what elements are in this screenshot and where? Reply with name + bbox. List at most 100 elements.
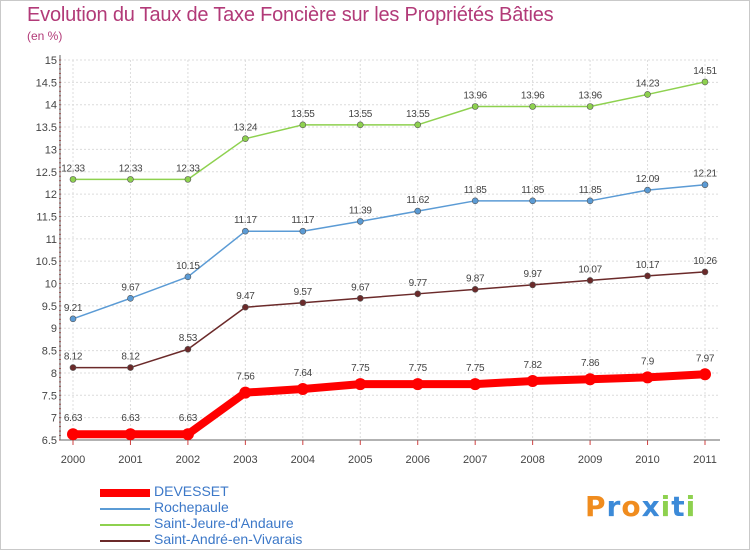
legend-swatch — [100, 540, 150, 542]
series-point — [526, 374, 539, 387]
series-point — [184, 176, 192, 183]
data-label: 10.26 — [693, 256, 717, 267]
data-label: 9.57 — [294, 287, 313, 298]
legend-swatch — [100, 524, 150, 526]
logo-letter: r — [606, 490, 622, 523]
data-label: 11.17 — [291, 215, 315, 226]
series-point — [529, 103, 536, 110]
x-tick-label: 2003 — [233, 454, 257, 466]
y-tick-label: 10.5 — [36, 256, 57, 268]
data-label: 11.39 — [349, 205, 373, 216]
logo-letter: i — [685, 490, 697, 523]
series-line-0 — [73, 370, 706, 439]
y-tick-label: 6.5 — [42, 435, 57, 447]
data-label: 12.33 — [61, 163, 85, 174]
legend-label: Saint-André-en-Vivarais — [154, 531, 303, 547]
y-tick-label: 10 — [45, 279, 57, 291]
data-label: 13.24 — [234, 123, 258, 134]
series-point — [586, 103, 594, 110]
y-tick-label: 15 — [45, 55, 57, 67]
y-tick-label: 11.5 — [36, 211, 57, 223]
logo-letter: t — [671, 490, 686, 523]
data-label: 9.47 — [236, 291, 255, 302]
data-label: 12.33 — [119, 163, 143, 174]
series-point — [184, 345, 192, 353]
data-label: 10.17 — [636, 260, 660, 271]
chart-subtitle: (en %) — [27, 29, 63, 43]
data-label: 13.96 — [578, 90, 602, 101]
series-point — [242, 303, 249, 311]
data-label: 13.55 — [349, 109, 373, 120]
series-point — [124, 428, 137, 441]
series-line-3 — [73, 271, 706, 369]
series-point — [529, 281, 536, 289]
proxiti-logo: Proxiti — [585, 490, 696, 523]
x-tick-label: 2004 — [291, 454, 315, 466]
series-point — [299, 121, 307, 129]
series-point — [644, 186, 651, 194]
data-label: 7.56 — [236, 372, 255, 383]
x-tick-label: 2000 — [61, 454, 85, 466]
data-label: 7.9 — [641, 356, 655, 367]
data-label: 8.12 — [121, 352, 140, 363]
data-label: 9.77 — [409, 278, 428, 289]
data-label: 14.51 — [693, 66, 717, 77]
series-point — [184, 273, 192, 281]
series-point — [644, 91, 651, 98]
legend-label: Rochepaule — [154, 499, 229, 515]
data-label: 7.82 — [524, 360, 543, 371]
data-label: 11.17 — [234, 215, 258, 226]
data-label: 11.85 — [579, 185, 603, 196]
logo-letter: P — [585, 490, 607, 523]
series-point — [411, 378, 424, 391]
series-point — [299, 227, 307, 235]
data-label: 10.07 — [578, 264, 602, 275]
series-point — [529, 197, 536, 205]
data-label: 13.55 — [291, 109, 315, 120]
y-tick-label: 13 — [45, 144, 57, 156]
y-tick-label: 12 — [45, 189, 57, 201]
series-point — [67, 428, 79, 441]
series-point — [471, 286, 479, 293]
series-point — [471, 197, 479, 205]
x-tick-label: 2006 — [405, 454, 429, 466]
y-tick-label: 11 — [46, 234, 57, 246]
data-label: 13.96 — [463, 90, 487, 101]
x-tick-label: 2010 — [635, 454, 659, 466]
series-point — [69, 315, 77, 323]
data-label: 11.85 — [464, 185, 488, 196]
data-label: 7.75 — [351, 363, 370, 374]
x-tick-label: 2001 — [118, 454, 142, 466]
x-tick-label: 2002 — [176, 454, 200, 466]
data-label: 9.97 — [524, 269, 543, 280]
series-point — [127, 294, 134, 302]
series-point — [356, 218, 364, 225]
data-label: 9.67 — [351, 282, 370, 293]
series-point — [69, 364, 77, 371]
series-point — [644, 272, 651, 280]
data-label: 9.87 — [466, 273, 485, 284]
x-tick-label: 2011 — [693, 454, 717, 466]
y-tick-label: 14.5 — [36, 77, 57, 89]
series-point — [701, 268, 709, 276]
series-point — [242, 227, 249, 235]
x-tick-label: 2007 — [463, 454, 487, 466]
y-tick-label: 8.5 — [42, 346, 57, 358]
y-tick-label: 13.5 — [36, 122, 57, 134]
series-point — [242, 135, 249, 142]
series-point — [239, 386, 252, 399]
data-label: 6.63 — [64, 413, 83, 424]
series-point — [641, 371, 654, 384]
x-tick-label: 2009 — [578, 454, 602, 466]
series-point — [296, 383, 309, 396]
data-label: 12.09 — [636, 174, 660, 185]
data-label: 13.96 — [521, 90, 545, 101]
series-point — [127, 176, 134, 183]
series-line-1 — [72, 183, 706, 320]
series-point — [469, 378, 482, 391]
y-tick-label: 7.5 — [42, 390, 57, 402]
legend-swatch — [100, 489, 150, 497]
series-point — [584, 373, 597, 386]
